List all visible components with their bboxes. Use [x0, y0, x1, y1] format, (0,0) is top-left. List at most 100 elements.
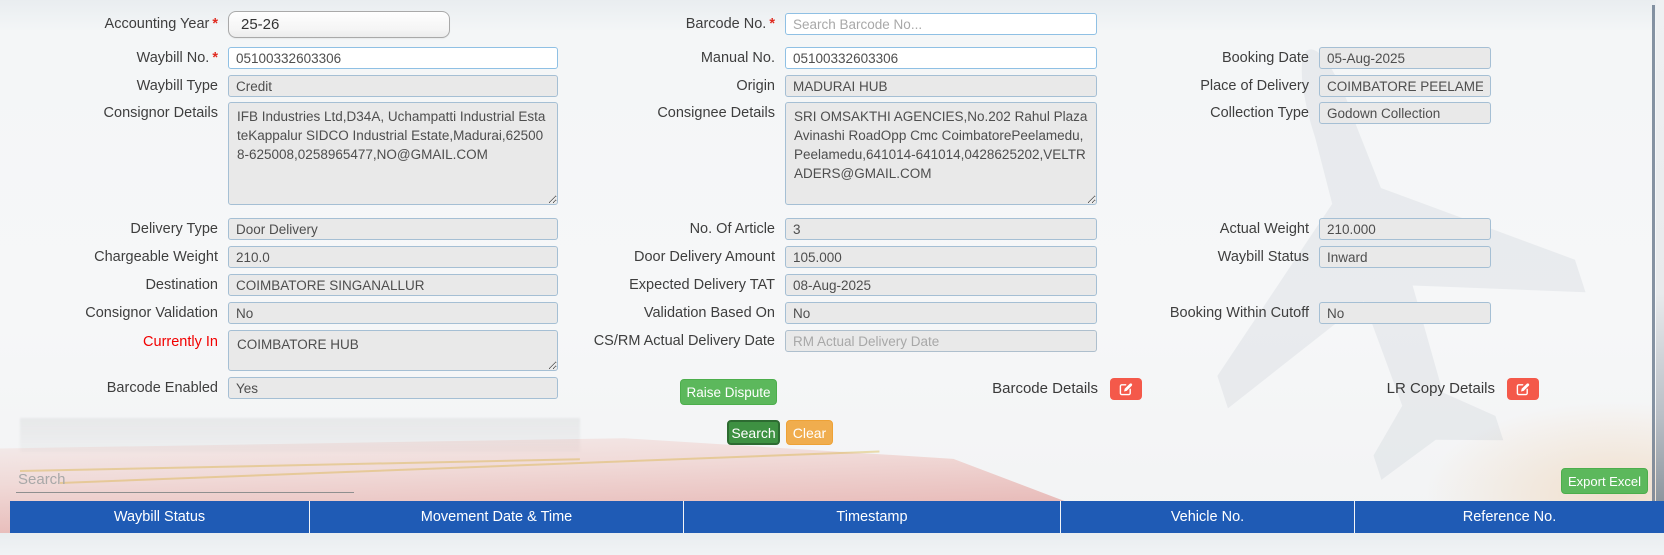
no-of-article-label: No. Of Article [689, 220, 775, 237]
field-row-waybill-status: Waybill Status [1008, 246, 1491, 268]
raise-dispute-button[interactable]: Raise Dispute [680, 379, 777, 405]
results-table-header: Waybill Status Movement Date & Time Time… [10, 501, 1664, 533]
waybill-status-label: Waybill Status [1217, 248, 1309, 265]
consignor-details-textarea: IFB Industries Ltd,D34A, Uchampatti Indu… [228, 102, 558, 205]
barcode-details-group: Barcode Details [930, 378, 1142, 400]
lr-copy-details-edit-button[interactable] [1507, 378, 1539, 400]
manual-no-label: Manual No. [700, 49, 775, 66]
destination-label: Destination [145, 276, 218, 293]
no-of-article-input [785, 218, 1097, 240]
edit-icon [1119, 383, 1133, 396]
results-search-input[interactable] [16, 466, 354, 493]
booking-date-label: Booking Date [1221, 49, 1309, 66]
required-asterisk: * [212, 49, 218, 66]
waybill-type-input [228, 75, 558, 97]
field-row-booking-date: Booking Date [1008, 47, 1491, 69]
barcode-no-input[interactable] [785, 13, 1097, 35]
currently-in-label: Currently In [143, 334, 218, 350]
ship-watermark-deck [20, 418, 580, 452]
waybill-status-input [1319, 246, 1491, 268]
actual-weight-input [1319, 218, 1491, 240]
field-row-validation-based-on: Validation Based On [462, 302, 1097, 324]
field-row-door-delivery-amount: Door Delivery Amount [462, 246, 1097, 268]
collection-type-label: Collection Type [1210, 104, 1309, 121]
consignor-details-label: Consignor Details [103, 105, 218, 121]
field-row-consignor-validation: Consignor Validation [0, 302, 558, 324]
booking-date-input [1319, 47, 1491, 69]
barcode-no-label: Barcode No. * [685, 15, 775, 32]
field-row-booking-within-cutoff: Booking Within Cutoff [1008, 302, 1491, 324]
accounting-year-select[interactable]: 25-26 [228, 11, 450, 38]
cs-rm-actual-delivery-date-label: CS/RM Actual Delivery Date [593, 332, 775, 349]
field-row-currently-in: Currently In COIMBATORE HUB [0, 330, 558, 371]
chargeable-weight-label: Chargeable Weight [94, 248, 218, 265]
search-button[interactable]: Search [727, 420, 780, 445]
edit-icon [1516, 383, 1530, 396]
validation-based-on-input [785, 302, 1097, 324]
origin-input [785, 75, 1097, 97]
scrollbar-track[interactable] [1656, 0, 1664, 533]
field-row-consignee-details: Consignee Details SRI OMSAKTHI AGENCIES,… [462, 102, 1097, 205]
column-header-movement-date-time: Movement Date & Time [310, 501, 684, 533]
field-row-barcode-no: Barcode No. * [462, 13, 1097, 35]
collection-type-input [1319, 102, 1491, 124]
field-row-expected-delivery-tat: Expected Delivery TAT [462, 274, 1097, 296]
place-of-delivery-label: Place of Delivery [1200, 77, 1309, 94]
delivery-type-label: Delivery Type [130, 220, 218, 237]
required-asterisk: * [769, 15, 775, 32]
scrollbar-thumb[interactable] [1652, 5, 1655, 533]
field-row-manual-no: Manual No. [462, 47, 1097, 69]
delivery-type-input [228, 218, 558, 240]
field-row-chargeable-weight: Chargeable Weight [0, 246, 558, 268]
door-delivery-amount-input [785, 246, 1097, 268]
field-row-actual-weight: Actual Weight [1008, 218, 1491, 240]
door-delivery-amount-label: Door Delivery Amount [633, 248, 775, 265]
barcode-enabled-label: Barcode Enabled [106, 379, 218, 396]
field-row-destination: Destination [0, 274, 558, 296]
lr-copy-details-group: LR Copy Details [1330, 378, 1539, 400]
actual-weight-label: Actual Weight [1219, 220, 1309, 237]
clear-button[interactable]: Clear [786, 420, 833, 445]
consignee-details-label: Consignee Details [657, 105, 775, 121]
column-header-vehicle-no: Vehicle No. [1061, 501, 1355, 533]
field-row-delivery-type: Delivery Type [0, 218, 558, 240]
waybill-no-label: Waybill No. * [136, 49, 218, 66]
booking-within-cutoff-label: Booking Within Cutoff [1169, 304, 1309, 321]
field-row-barcode-enabled: Barcode Enabled [0, 377, 558, 399]
accounting-year-label: Accounting Year * [104, 16, 218, 33]
waybill-type-label: Waybill Type [136, 77, 218, 94]
barcode-details-label: Barcode Details [992, 380, 1098, 398]
field-row-waybill-no: Waybill No. * [0, 47, 558, 69]
barcode-enabled-input [228, 377, 558, 399]
expected-delivery-tat-input [785, 274, 1097, 296]
field-row-place-of-delivery: Place of Delivery [1008, 75, 1491, 97]
place-of-delivery-input [1319, 75, 1491, 97]
consignee-details-textarea: SRI OMSAKTHI AGENCIES,No.202 Rahul Plaza… [785, 102, 1097, 205]
validation-based-on-label: Validation Based On [643, 304, 775, 321]
column-header-reference-no: Reference No. [1355, 501, 1664, 533]
lr-copy-details-label: LR Copy Details [1386, 380, 1495, 398]
column-header-waybill-status: Waybill Status [10, 501, 310, 533]
required-asterisk: * [212, 16, 218, 33]
consignor-validation-label: Consignor Validation [85, 304, 218, 321]
export-excel-button[interactable]: Export Excel [1561, 468, 1648, 494]
chargeable-weight-input [228, 246, 558, 268]
currently-in-textarea: COIMBATORE HUB [228, 330, 558, 371]
field-row-accounting-year: Accounting Year * 25-26 [0, 11, 450, 38]
consignor-validation-input [228, 302, 558, 324]
field-row-waybill-type: Waybill Type [0, 75, 558, 97]
destination-input [228, 274, 558, 296]
field-row-no-of-article: No. Of Article [462, 218, 1097, 240]
field-row-consignor-details: Consignor Details IFB Industries Ltd,D34… [0, 102, 558, 205]
origin-label: Origin [736, 77, 775, 94]
column-header-timestamp: Timestamp [684, 501, 1061, 533]
manual-no-input[interactable] [785, 47, 1097, 69]
field-row-cs-rm-actual-delivery-date: CS/RM Actual Delivery Date [462, 330, 1097, 352]
expected-delivery-tat-label: Expected Delivery TAT [629, 276, 775, 293]
cs-rm-actual-delivery-date-input [785, 330, 1097, 352]
field-row-collection-type: Collection Type [1008, 102, 1491, 124]
booking-within-cutoff-input [1319, 302, 1491, 324]
waybill-tracking-page: Accounting Year* 25-26 Waybill No.* Wayb… [0, 0, 1664, 533]
barcode-details-edit-button[interactable] [1110, 378, 1142, 400]
waybill-no-input[interactable] [228, 47, 558, 69]
